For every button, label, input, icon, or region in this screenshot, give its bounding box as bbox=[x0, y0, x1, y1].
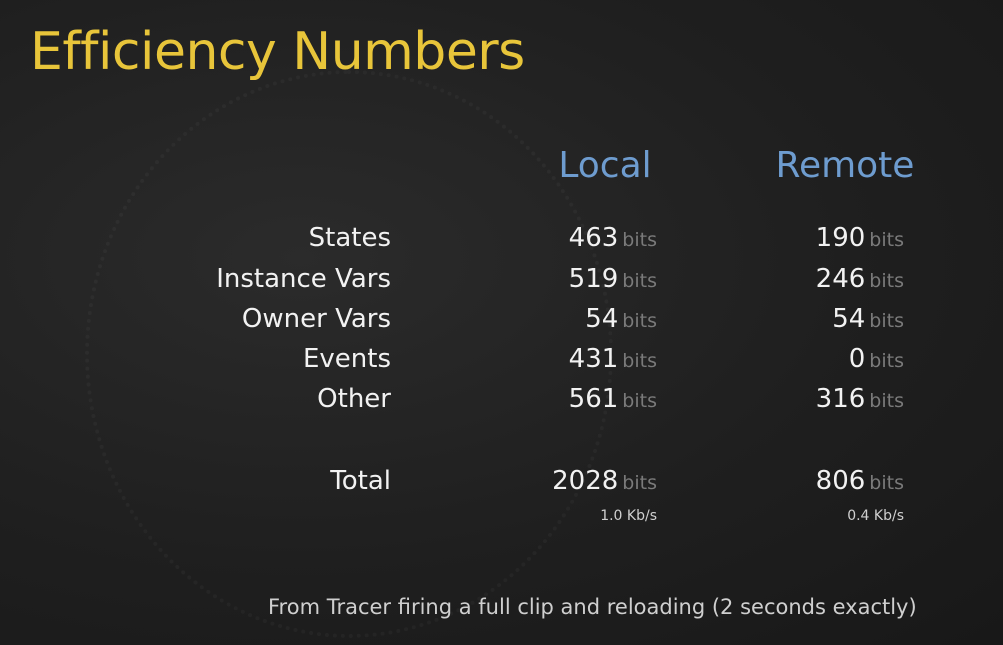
remote-value-total: 806 bits bbox=[815, 466, 904, 496]
local-value-owner-vars: 54 bits bbox=[585, 304, 657, 334]
column-header-local: Local bbox=[558, 145, 652, 186]
slide-title: Efficiency Numbers bbox=[30, 22, 525, 82]
local-value-events: 431 bits bbox=[568, 344, 657, 374]
remote-value-states: 190 bits bbox=[815, 223, 904, 253]
local-rate: 1.0 Kb/s bbox=[600, 508, 657, 524]
remote-value-owner-vars: 54 bits bbox=[832, 304, 904, 334]
row-label-instance-vars: Instance Vars bbox=[216, 264, 391, 294]
local-value-total: 2028 bits bbox=[552, 466, 657, 496]
remote-value-other: 316 bits bbox=[815, 384, 904, 414]
column-header-remote: Remote bbox=[775, 145, 915, 186]
local-value-instance-vars: 519 bits bbox=[568, 264, 657, 294]
local-value-other: 561 bits bbox=[568, 384, 657, 414]
footnote: From Tracer firing a full clip and reloa… bbox=[268, 595, 917, 619]
remote-rate: 0.4 Kb/s bbox=[847, 508, 904, 524]
row-label-states: States bbox=[308, 223, 391, 253]
row-label-other: Other bbox=[317, 384, 391, 414]
row-label-events: Events bbox=[302, 344, 391, 374]
row-label-total: Total bbox=[330, 466, 391, 496]
remote-value-events: 0 bits bbox=[848, 344, 904, 374]
local-value-states: 463 bits bbox=[568, 223, 657, 253]
remote-value-instance-vars: 246 bits bbox=[815, 264, 904, 294]
row-label-owner-vars: Owner Vars bbox=[241, 304, 391, 334]
